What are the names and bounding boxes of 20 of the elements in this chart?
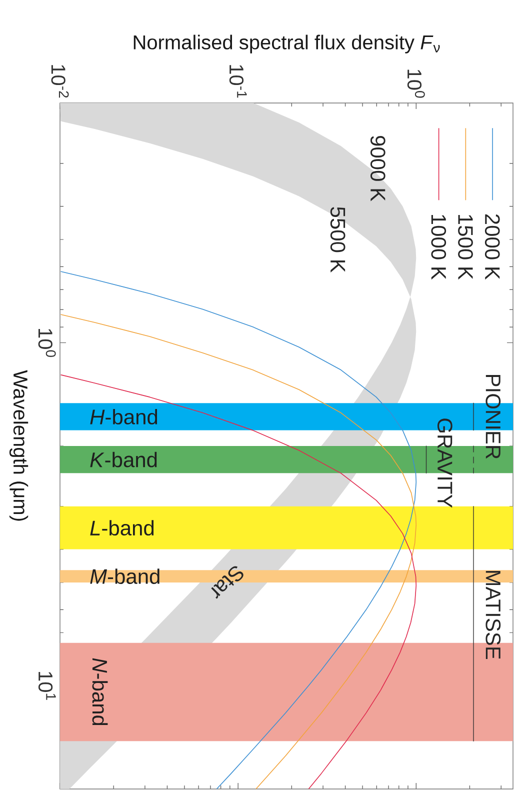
x-tick-label: 10$^{-1}$: [229, 65, 247, 98]
annotation: L-band: [90, 520, 154, 536]
annotation: PIONIER: [486, 374, 501, 459]
text: 1500 K: [458, 214, 473, 280]
text: 2000 K: [484, 214, 500, 280]
annotation: 5500 K: [330, 207, 346, 273]
annotation: Star: [211, 566, 244, 599]
annotation: MATISSE: [486, 570, 501, 659]
annotation: K-band: [90, 452, 157, 468]
annotation: 9000 K: [370, 136, 386, 202]
x-tick-label: 10$^{-2}$: [51, 65, 69, 98]
annotation: H-band: [90, 409, 158, 424]
annotation: M-band: [90, 568, 160, 584]
x-axis-title: Normalised spectral flux density F$_{ν}$: [134, 34, 440, 54]
x-tick-label: 10$^{0}$: [407, 70, 425, 98]
y-tick-label: 10$^{1}$: [38, 672, 56, 700]
annotation: GRAVITY: [437, 418, 452, 508]
y-axis-title: Wavelength (μm): [9, 370, 28, 521]
text: 1000 K: [431, 214, 446, 280]
annotation: N-band: [92, 658, 108, 726]
